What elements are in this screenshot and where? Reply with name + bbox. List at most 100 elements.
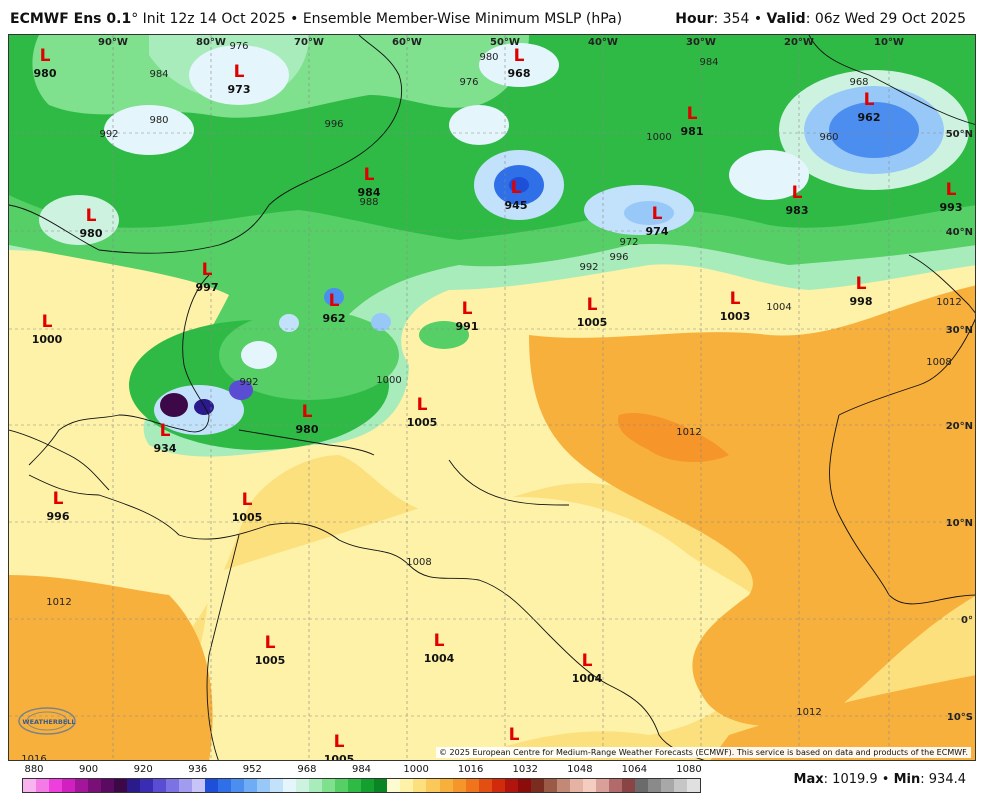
colorbar-swatch: [673, 779, 687, 792]
low-pressure-core-w: [104, 105, 194, 155]
low-pressure-marker: L: [509, 725, 520, 745]
isobar-label: 972: [619, 237, 638, 248]
low-pressure-value: 984: [358, 186, 381, 199]
longitude-label: 30°W: [686, 37, 716, 48]
pressure-band-1012-south: [169, 496, 771, 760]
longitude-label: 40°W: [588, 37, 618, 48]
low-symbol: L: [434, 631, 445, 651]
low-symbol: L: [242, 490, 253, 510]
valid-label: Valid: [766, 11, 806, 27]
colorbar-swatch: [49, 779, 63, 792]
low-symbol: L: [234, 62, 245, 82]
colorbar-swatch: [374, 779, 388, 792]
copyright-notice: © 2025 European Centre for Medium-Range …: [436, 747, 971, 758]
init-time: Init 12z 14 Oct 2025: [142, 11, 286, 27]
longitude-label: 20°W: [784, 37, 814, 48]
low-pressure-value: 968: [508, 67, 531, 80]
colorbar-swatch: [166, 779, 180, 792]
low-symbol: L: [864, 90, 875, 110]
low-pressure-value: 973: [228, 83, 251, 96]
isobar-label: 976: [459, 77, 478, 88]
isobar-label: 984: [149, 69, 168, 80]
colorbar-swatch: [569, 779, 583, 792]
pressure-band-1016-se: [710, 675, 975, 760]
colorbar-tick-label: 936: [188, 764, 208, 775]
colorbar-tick-label: 1048: [567, 764, 593, 775]
low-symbol: L: [329, 291, 340, 311]
colorbar-swatch: [36, 779, 50, 792]
storm-core-8: [419, 321, 469, 349]
low-pressure-value: 998: [850, 295, 873, 308]
low-pressure-value: 1004: [572, 672, 603, 685]
latitude-label: 50°N: [946, 129, 973, 140]
colorbar-swatch: [400, 779, 414, 792]
latitude-label: 20°N: [946, 421, 973, 432]
low-symbol: L: [514, 46, 525, 66]
low-symbol: L: [587, 295, 598, 315]
colorbar-swatch: [114, 779, 128, 792]
colorbar-swatch: [452, 779, 466, 792]
low-pressure-core-e2: [729, 150, 809, 200]
storm-core-3: [229, 380, 253, 400]
map-panel: 90°W 80°W 70°W 60°W 50°W 40°W 30°W 20°W 10°W 50°…: [8, 34, 976, 761]
low-symbol: L: [160, 421, 171, 441]
colorbar-swatch: [270, 779, 284, 792]
colorbar-swatch: [348, 779, 362, 792]
max-min-stats: Max: 1019.9 • Min: 934.4: [794, 772, 966, 787]
low-symbol: L: [364, 165, 375, 185]
low-symbol: L: [40, 46, 51, 66]
colorbar-tick-label: 900: [79, 764, 99, 775]
isobar-label: 1000: [376, 375, 401, 386]
colorbar-swatch: [634, 779, 648, 792]
colorbar-swatch: [23, 779, 37, 792]
latitude-label: 0°: [961, 615, 973, 626]
low-pressure-core-atl: [449, 105, 509, 145]
isobar-label: 1008: [926, 357, 951, 368]
isobar-label: 980: [149, 115, 168, 126]
graticule: [9, 35, 975, 760]
low-pressure-value: 980: [296, 423, 319, 436]
weatherbell-logo: WEATHERBELL: [18, 707, 76, 735]
low-pressure-value: 974: [646, 225, 669, 238]
storm-core-6: [371, 313, 391, 331]
colorbar-swatch: [387, 779, 401, 792]
low-pressure-value: 980: [80, 227, 103, 240]
mslp-map: 90°W 80°W 70°W 60°W 50°W 40°W 30°W 20°W 10°W 50°…: [9, 35, 975, 760]
longitude-label: 80°W: [196, 37, 226, 48]
colorbar-tick-label: 968: [297, 764, 317, 775]
isobar-label: 988: [359, 197, 378, 208]
low-pressure-value: 934: [154, 442, 177, 455]
colorbar-tick-label: 1032: [512, 764, 538, 775]
colorbar-swatch: [439, 779, 453, 792]
colorbar-swatch: [530, 779, 544, 792]
colorbar-tick-labels: 880 900 920 936 952 968 984 1000 1016 1032 1048 106…: [22, 764, 701, 778]
low-pressure-core-nw: [189, 45, 289, 105]
longitude-label: 50°W: [490, 37, 520, 48]
storm-core-5: [324, 288, 344, 306]
colorbar-swatch: [88, 779, 102, 792]
colorbar-swatch: [582, 779, 596, 792]
storm-core-1: [160, 393, 188, 417]
longitude-labels: 90°W 80°W 70°W 60°W 50°W 40°W 30°W 20°W 10°W: [98, 37, 904, 48]
longitude-label: 70°W: [294, 37, 324, 48]
low-pressure-value: 1005: [255, 654, 286, 667]
hour-label: Hour: [675, 11, 714, 27]
isobar-label: 1012: [936, 297, 961, 308]
colorbar-swatch: [335, 779, 349, 792]
colorbar-swatch: [465, 779, 479, 792]
